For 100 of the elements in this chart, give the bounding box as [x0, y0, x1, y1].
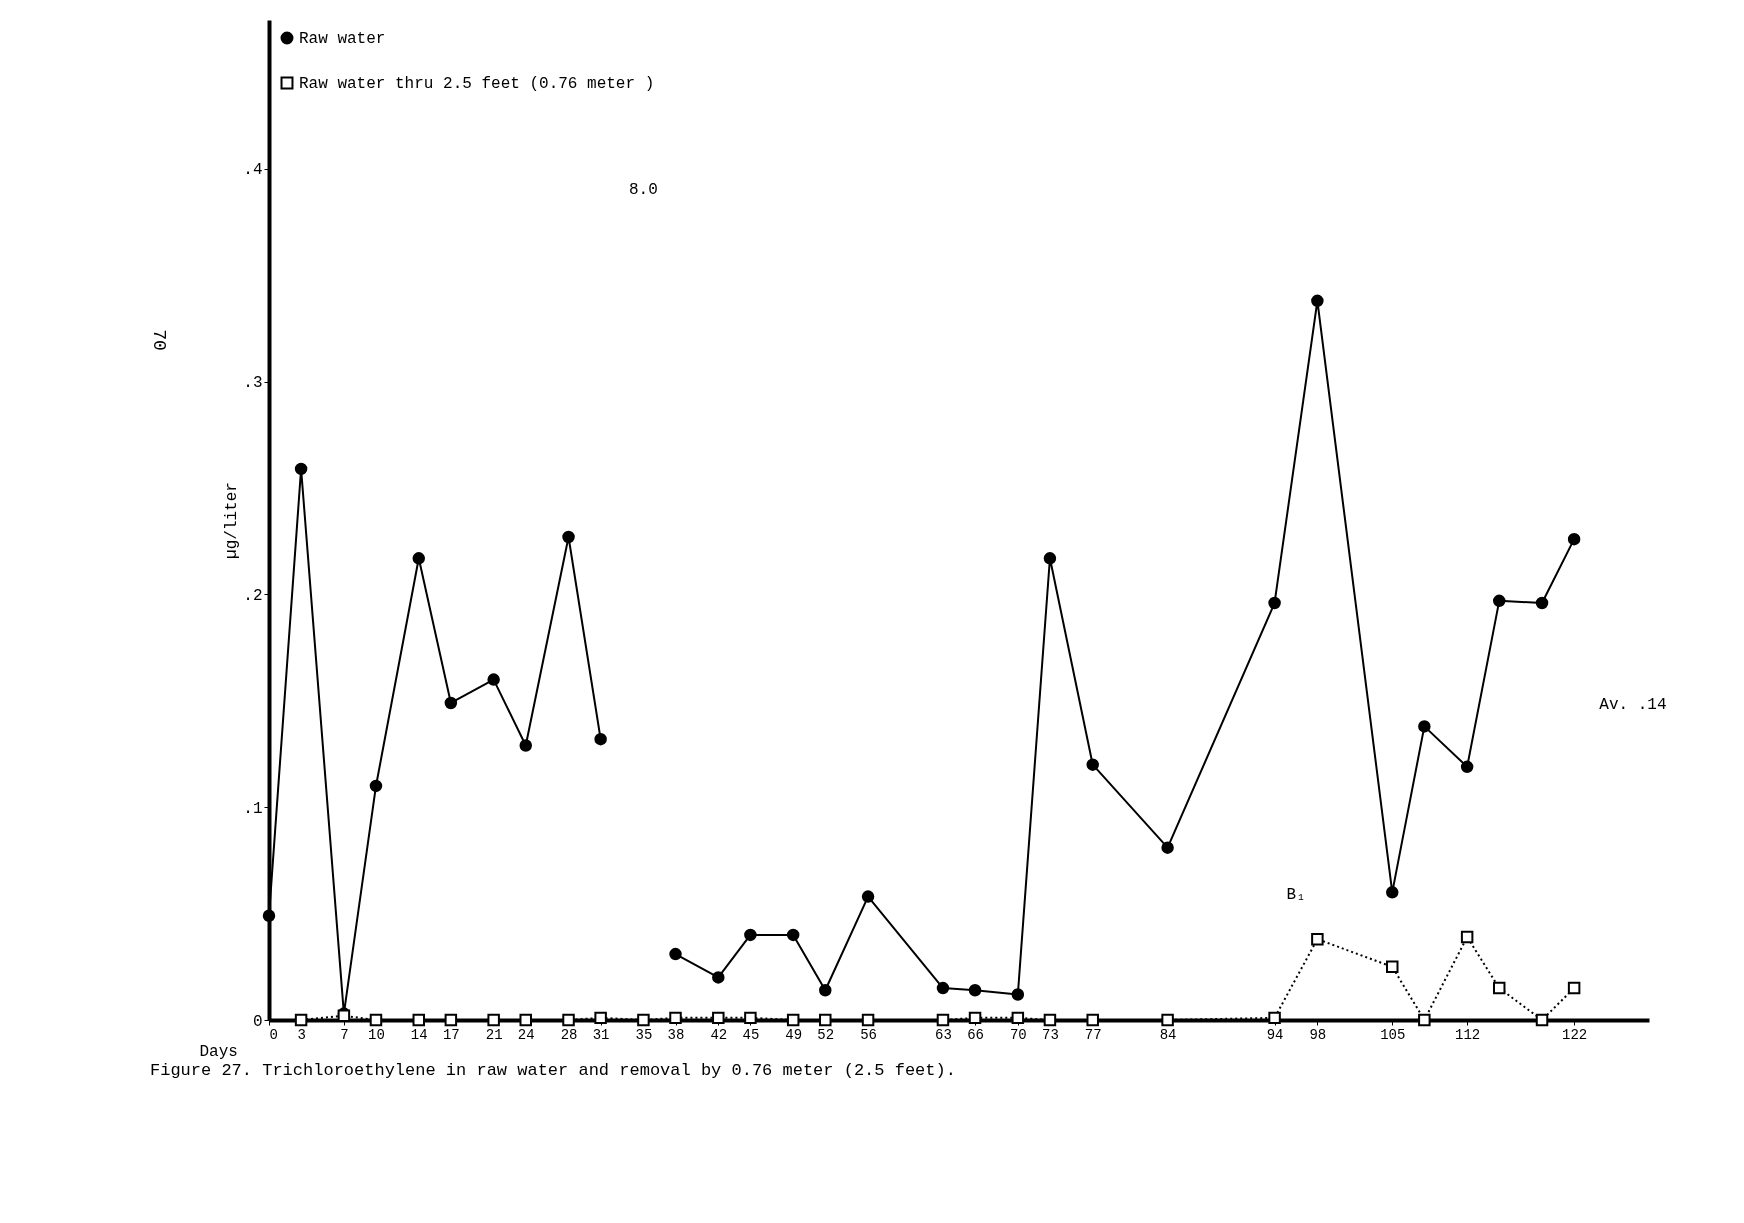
- x-tick-label: 3: [297, 1026, 306, 1043]
- x-tick-label: 94: [1266, 1026, 1284, 1043]
- point: [294, 1013, 308, 1027]
- y-tick-label: .1: [243, 799, 263, 818]
- x-tick-label: 66: [967, 1026, 984, 1043]
- point: [444, 696, 458, 710]
- point: [861, 890, 875, 903]
- annotation: B₁: [1286, 886, 1306, 905]
- point: [262, 909, 276, 922]
- point: [744, 1011, 757, 1025]
- point: [1043, 552, 1057, 565]
- point: [1268, 1011, 1281, 1025]
- point: [1043, 1013, 1057, 1027]
- y-tick-label: .2: [243, 586, 263, 605]
- point: [294, 462, 308, 476]
- point: [369, 779, 383, 793]
- point: [1418, 1013, 1431, 1027]
- x-tick-label: 38: [667, 1026, 685, 1043]
- point: [412, 1013, 426, 1027]
- point: [1161, 841, 1174, 854]
- point: [1086, 758, 1099, 771]
- point: [1161, 1013, 1174, 1027]
- point: [936, 981, 950, 995]
- legend-label: Raw water thru 2.5 feet (0.76 meter ): [299, 75, 655, 93]
- x-tick-label: 42: [710, 1026, 728, 1043]
- x-tick-label: 56: [860, 1026, 877, 1043]
- legend-label: Raw water: [299, 30, 386, 48]
- point: [968, 983, 982, 997]
- x-tick-label: 77: [1084, 1026, 1102, 1043]
- point: [968, 1011, 982, 1025]
- x-tick-label: 17: [442, 1026, 460, 1043]
- x-tick-label: 24: [517, 1026, 535, 1043]
- x-tick-label: 31: [592, 1026, 610, 1043]
- x-axis-title: Days: [199, 1042, 238, 1061]
- point: [1567, 981, 1581, 995]
- text: 70: [149, 329, 169, 351]
- point: [819, 983, 832, 997]
- x-tick-label: 28: [560, 1026, 578, 1043]
- point: [744, 928, 757, 942]
- point: [562, 530, 575, 544]
- point: [861, 1013, 875, 1027]
- point: [444, 1013, 458, 1027]
- x-tick-label: 122: [1562, 1026, 1588, 1043]
- x-tick-label: 70: [1009, 1026, 1027, 1043]
- point: [1535, 1013, 1549, 1027]
- point: [1492, 981, 1506, 995]
- point: [1567, 532, 1581, 546]
- point: [1460, 930, 1474, 944]
- point: [1086, 1013, 1099, 1027]
- point: [1011, 988, 1025, 1001]
- y-tick-label: .4: [243, 161, 263, 180]
- point: [487, 673, 500, 686]
- x-tick-label: 105: [1380, 1026, 1406, 1043]
- point: [1311, 932, 1324, 946]
- point: [1535, 596, 1549, 610]
- point: [712, 1011, 725, 1025]
- x-tick-label: 98: [1309, 1026, 1327, 1043]
- point: [1460, 760, 1474, 774]
- point: [412, 552, 426, 565]
- y-tick-label: .3: [243, 374, 263, 393]
- x-tick-label: 112: [1455, 1026, 1481, 1043]
- x-tick-label: 63: [935, 1026, 952, 1043]
- x-tick-label: 10: [368, 1026, 385, 1043]
- y-axis-title: µg/liter: [223, 482, 242, 559]
- x-tick-label: 52: [817, 1026, 835, 1043]
- point: [712, 971, 725, 984]
- x-tick-label: 0: [269, 1026, 278, 1043]
- x-tick-label: 21: [485, 1026, 503, 1043]
- annotation: 8.0: [629, 181, 658, 200]
- point: [594, 732, 607, 746]
- text: Figure 27. Trichloroethylene in raw water and removal by 0.76 meter (2.5 feet).: [150, 1061, 956, 1080]
- y-tick-label: 0: [252, 1012, 263, 1031]
- x-tick-label: 84: [1159, 1026, 1177, 1043]
- x-tick-label: 14: [410, 1026, 428, 1043]
- point: [819, 1013, 832, 1027]
- point: [1386, 886, 1399, 899]
- x-tick-label: 35: [635, 1026, 653, 1043]
- point: [1311, 294, 1324, 308]
- annotation: Av. .14: [1599, 696, 1667, 715]
- point: [1011, 1011, 1025, 1025]
- point: [1418, 720, 1431, 733]
- point: [1268, 596, 1281, 610]
- point: [1386, 960, 1399, 974]
- x-tick-label: 45: [742, 1026, 760, 1043]
- point: [1492, 594, 1506, 608]
- point: [637, 1013, 650, 1027]
- point: [487, 1013, 500, 1027]
- point: [786, 928, 800, 942]
- point: [669, 1011, 682, 1025]
- point: [519, 739, 532, 752]
- x-tick-label: 7: [340, 1026, 349, 1043]
- point: [519, 1013, 532, 1027]
- point: [562, 1013, 575, 1027]
- point: [936, 1013, 950, 1027]
- point: [669, 947, 682, 961]
- point: [594, 1011, 607, 1025]
- x-tick-label: 73: [1042, 1026, 1059, 1043]
- point: [369, 1013, 383, 1027]
- x-tick-label: 49: [785, 1026, 803, 1043]
- point: [786, 1013, 800, 1027]
